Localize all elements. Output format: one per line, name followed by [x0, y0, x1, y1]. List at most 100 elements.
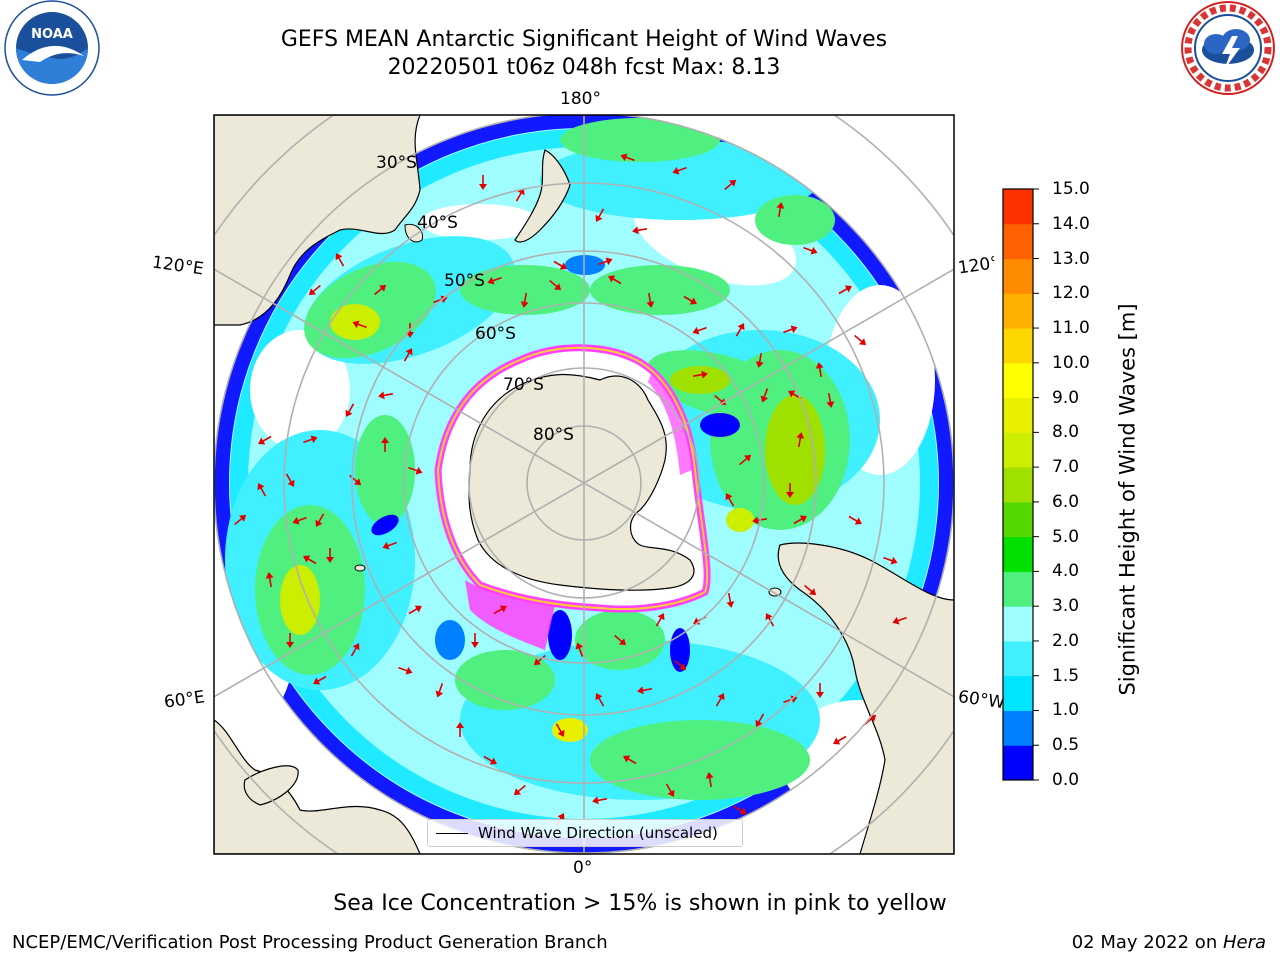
- wind-arrow: [815, 362, 824, 378]
- legend-line-icon: [436, 833, 468, 834]
- new-zealand: [514, 149, 571, 243]
- wind-arrow: [549, 279, 562, 291]
- colorbar-tick-label: 3.0: [1052, 596, 1080, 617]
- wind-arrow: [408, 466, 423, 475]
- colorbar-tick-label: 1.5: [1052, 665, 1080, 686]
- madagascar: [243, 765, 299, 806]
- wind-arrow: [752, 516, 768, 525]
- colorbar-tick-label: 12.0: [1052, 283, 1090, 304]
- wind-arrow: [555, 723, 565, 737]
- map-legend: Wind Wave Direction (unscaled): [427, 819, 743, 847]
- wind-arrow: [378, 391, 394, 400]
- wind-arrow: [755, 352, 764, 368]
- wind-arrow: [646, 292, 655, 308]
- wind-arrow: [598, 257, 613, 266]
- wind-arrow: [692, 326, 707, 335]
- south-america: [777, 542, 954, 854]
- wind-arrow: [838, 285, 852, 295]
- wind-arrow: [760, 388, 769, 403]
- colorbar-tick-label: 9.0: [1052, 387, 1080, 408]
- colorbar-tick-label: 0.5: [1052, 735, 1080, 756]
- colorbar-segment: [1003, 397, 1033, 433]
- wind-arrow: [435, 683, 444, 698]
- wind-arrow: [776, 202, 785, 218]
- wind-arrow: [672, 166, 687, 175]
- wind-arrow: [303, 435, 318, 444]
- wind-arrow: [726, 592, 735, 608]
- colorbar-segment: [1003, 293, 1033, 329]
- wind-arrow: [595, 208, 605, 222]
- wind-arrow: [487, 276, 502, 285]
- wind-arrow: [374, 284, 387, 296]
- wind-arrow: [234, 514, 247, 526]
- colorbar-segment: [1003, 745, 1033, 781]
- wind-arrow: [592, 796, 608, 805]
- colorbar-tick-label: 5.0: [1052, 526, 1080, 547]
- africa: [214, 719, 421, 854]
- title-line-1: GEFS MEAN Antarctic Significant Height o…: [280, 27, 888, 52]
- wind-arrow: [381, 437, 389, 452]
- wind-arrow: [715, 693, 725, 707]
- colorbar-tick-label: 6.0: [1052, 491, 1080, 512]
- colorbar-tick-label: 0.0: [1052, 770, 1080, 790]
- lat-label-70s: 70°S: [503, 375, 544, 395]
- wind-arrow: [892, 616, 907, 625]
- wind-arrow: [533, 654, 546, 666]
- wind-arrow: [553, 260, 567, 270]
- footer-host: Hera: [1222, 932, 1266, 953]
- wind-arrow: [724, 179, 737, 191]
- wind-arrow: [816, 683, 824, 698]
- wind-arrow: [335, 253, 345, 267]
- wind-arrow: [350, 643, 360, 657]
- footer-credit: NCEP/EMC/Verification Post Processing Pr…: [12, 932, 608, 953]
- lat-label-40s: 40°S: [417, 213, 458, 233]
- wind-arrow: [398, 666, 413, 675]
- wind-arrow: [315, 513, 325, 527]
- sea-ice-note: Sea Ice Concentration > 15% is shown in …: [333, 891, 947, 916]
- wind-arrow: [493, 605, 507, 615]
- colorbar-tick-label: 1.0: [1052, 700, 1080, 721]
- wind-arrow: [258, 435, 272, 445]
- wind-arrow: [292, 516, 307, 525]
- wind-arrow: [595, 693, 605, 707]
- wind-arrow: [520, 292, 529, 308]
- footer-date-text: 02 May 2022 on: [1071, 932, 1223, 953]
- wind-arrow: [349, 474, 362, 486]
- wind-arrow: [479, 175, 487, 190]
- wind-arrow: [345, 403, 355, 417]
- lat-label-50s: 50°S: [444, 271, 485, 291]
- wind-arrow: [257, 483, 267, 497]
- wind-arrow: [683, 295, 697, 305]
- wind-arrow: [848, 515, 862, 525]
- wind-arrow: [352, 320, 367, 329]
- lon-label-0: 0°: [573, 858, 593, 878]
- wind-arrow: [513, 784, 526, 796]
- wind-arrow: [303, 555, 317, 565]
- colorbar-segment: [1003, 536, 1033, 572]
- lat-label-60s: 60°S: [475, 324, 516, 344]
- colorbar-segment: [1003, 675, 1033, 711]
- colorbar-tick-label: 4.0: [1052, 561, 1080, 582]
- wind-arrow: [803, 246, 818, 255]
- colorbar-tick-label: 8.0: [1052, 422, 1080, 443]
- graticule: [214, 115, 954, 854]
- colorbar-segment: [1003, 432, 1033, 468]
- colorbar-tick-label: 10.0: [1052, 352, 1090, 373]
- wind-arrow: [735, 323, 745, 337]
- nws-logo: [1181, 1, 1275, 95]
- wind-arrow: [755, 713, 765, 727]
- colorbar-segment: [1003, 640, 1033, 677]
- colorbar-tick-label: 11.0: [1052, 318, 1090, 339]
- colorbar-tick-label: 7.0: [1052, 457, 1080, 478]
- wind-arrow: [725, 493, 735, 507]
- colorbar-segment: [1003, 328, 1033, 364]
- wind-arrow: [804, 584, 817, 596]
- wind-arrow: [655, 613, 665, 627]
- map-frame: [213, 114, 955, 855]
- wind-arrow: [623, 755, 637, 765]
- wind-arrow: [286, 633, 294, 648]
- colorbar-title: Significant Height of Wind Waves [m]: [1115, 303, 1140, 696]
- colorbar-segment: [1003, 571, 1033, 607]
- wind-arrow: [637, 686, 653, 695]
